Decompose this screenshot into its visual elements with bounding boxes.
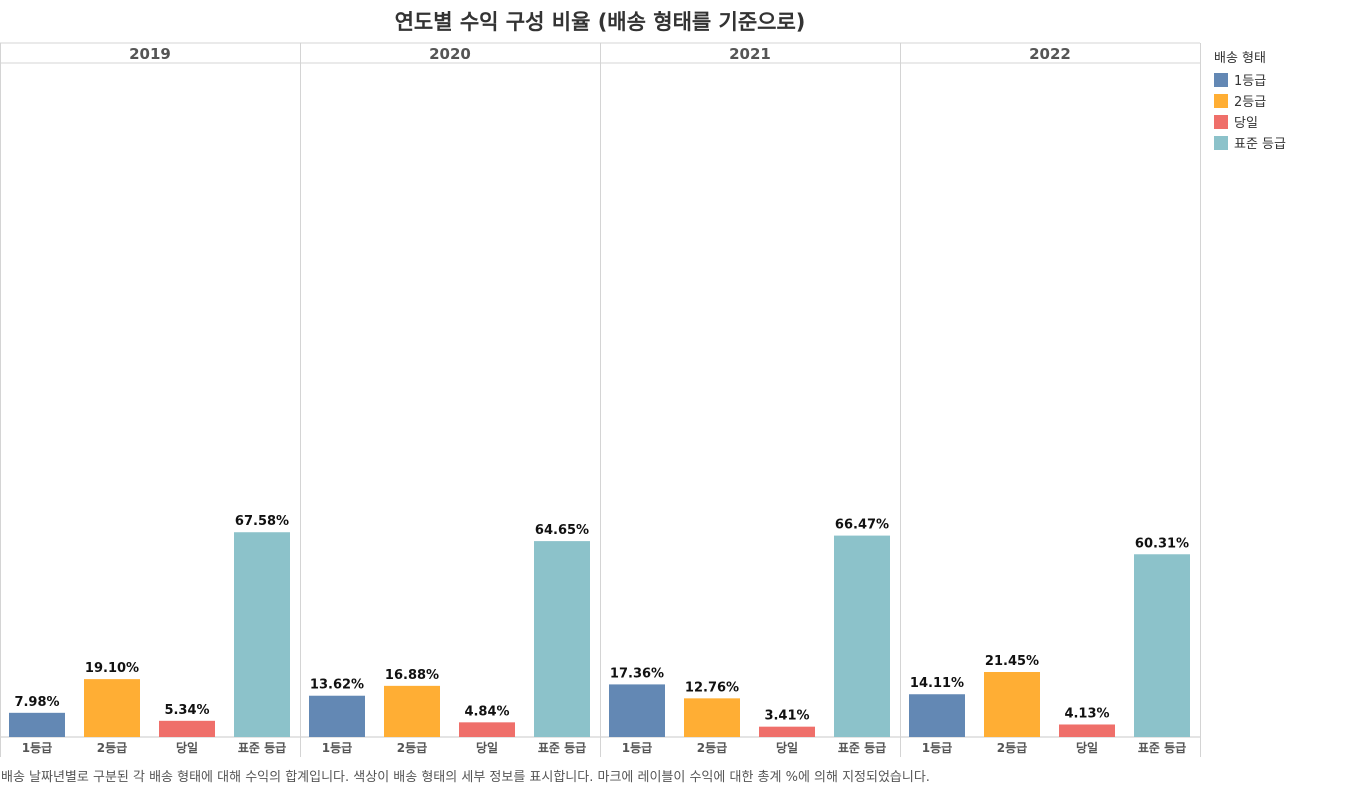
value-label-2021-0: 17.36%	[610, 666, 664, 681]
x-tick-label-2019-3: 표준 등급	[238, 741, 286, 755]
panel-header-2020: 2020	[429, 45, 471, 63]
bar-2022-2	[1059, 724, 1115, 737]
legend: 배송 형태 1등급 2등급 당일 표준 등급	[1214, 47, 1286, 153]
bar-2019-1	[84, 679, 140, 737]
x-tick-label-2019-2: 당일	[176, 740, 198, 755]
legend-item-0[interactable]: 1등급	[1214, 69, 1286, 90]
legend-swatch-1	[1214, 93, 1228, 108]
panel-header-2021: 2021	[729, 45, 771, 63]
x-tick-label-2022-0: 1등급	[922, 741, 952, 755]
x-tick-label-2020-0: 1등급	[322, 741, 352, 755]
x-tick-label-2019-1: 2등급	[97, 741, 127, 755]
bar-2022-3	[1134, 554, 1190, 737]
value-label-2020-3: 64.65%	[535, 523, 589, 538]
panel-header-2022: 2022	[1029, 45, 1071, 63]
x-tick-label-2020-3: 표준 등급	[538, 741, 586, 755]
legend-swatch-3	[1214, 135, 1228, 150]
legend-item-1[interactable]: 2등급	[1214, 90, 1286, 111]
value-label-2019-1: 19.10%	[85, 661, 139, 676]
value-label-2020-0: 13.62%	[310, 678, 364, 693]
value-label-2022-0: 14.11%	[910, 676, 964, 691]
legend-label-0: 1등급	[1234, 74, 1267, 89]
x-tick-label-2022-1: 2등급	[997, 741, 1027, 755]
bar-2021-2	[759, 726, 815, 737]
x-tick-label-2020-1: 2등급	[397, 741, 427, 755]
value-label-2022-1: 21.45%	[985, 654, 1039, 669]
bar-2020-1	[384, 685, 440, 737]
bar-2019-3	[234, 532, 290, 737]
bar-2020-0	[309, 695, 365, 737]
value-label-2021-2: 3.41%	[764, 709, 809, 724]
x-tick-label-2022-2: 당일	[1076, 740, 1098, 755]
x-tick-label-2021-3: 표준 등급	[838, 741, 886, 755]
bar-2021-1	[684, 698, 740, 737]
panel-header-2019: 2019	[129, 45, 171, 63]
x-tick-label-2020-2: 당일	[476, 740, 498, 755]
bar-2019-2	[159, 720, 215, 737]
legend-item-2[interactable]: 당일	[1214, 111, 1286, 132]
bar-2021-0	[609, 684, 665, 737]
value-label-2022-2: 4.13%	[1064, 706, 1109, 721]
value-label-2020-2: 4.84%	[464, 704, 509, 719]
value-label-2022-3: 60.31%	[1135, 536, 1189, 551]
legend-item-3[interactable]: 표준 등급	[1214, 132, 1286, 153]
x-tick-label-2019-0: 1등급	[22, 741, 52, 755]
value-label-2021-3: 66.47%	[835, 518, 889, 533]
bar-2021-3	[834, 535, 890, 737]
value-label-2021-1: 12.76%	[685, 680, 739, 695]
x-tick-label-2022-3: 표준 등급	[1138, 741, 1186, 755]
bar-2022-1	[984, 672, 1040, 737]
caption: 배송 날짜년별로 구분된 각 배송 형태에 대해 수익의 합계입니다. 색상이 …	[1, 770, 930, 785]
legend-label-1: 2등급	[1234, 95, 1267, 110]
x-tick-label-2021-2: 당일	[776, 740, 798, 755]
bar-2020-3	[534, 541, 590, 737]
legend-title: 배송 형태	[1214, 51, 1266, 66]
value-label-2019-2: 5.34%	[164, 703, 209, 718]
value-label-2019-0: 7.98%	[14, 695, 59, 710]
bar-2022-0	[909, 694, 965, 737]
value-label-2019-3: 67.58%	[235, 514, 289, 529]
chart-title: 연도별 수익 구성 비율 (배송 형태를 기준으로)	[394, 10, 806, 34]
value-label-2020-1: 16.88%	[385, 668, 439, 683]
x-tick-label-2021-0: 1등급	[622, 741, 652, 755]
legend-label-2: 당일	[1234, 116, 1258, 131]
legend-label-3: 표준 등급	[1234, 137, 1286, 152]
bar-2020-2	[459, 722, 515, 737]
legend-swatch-2	[1214, 114, 1228, 129]
x-tick-label-2021-1: 2등급	[697, 741, 727, 755]
legend-swatch-0	[1214, 72, 1228, 87]
bar-2019-0	[9, 712, 65, 737]
